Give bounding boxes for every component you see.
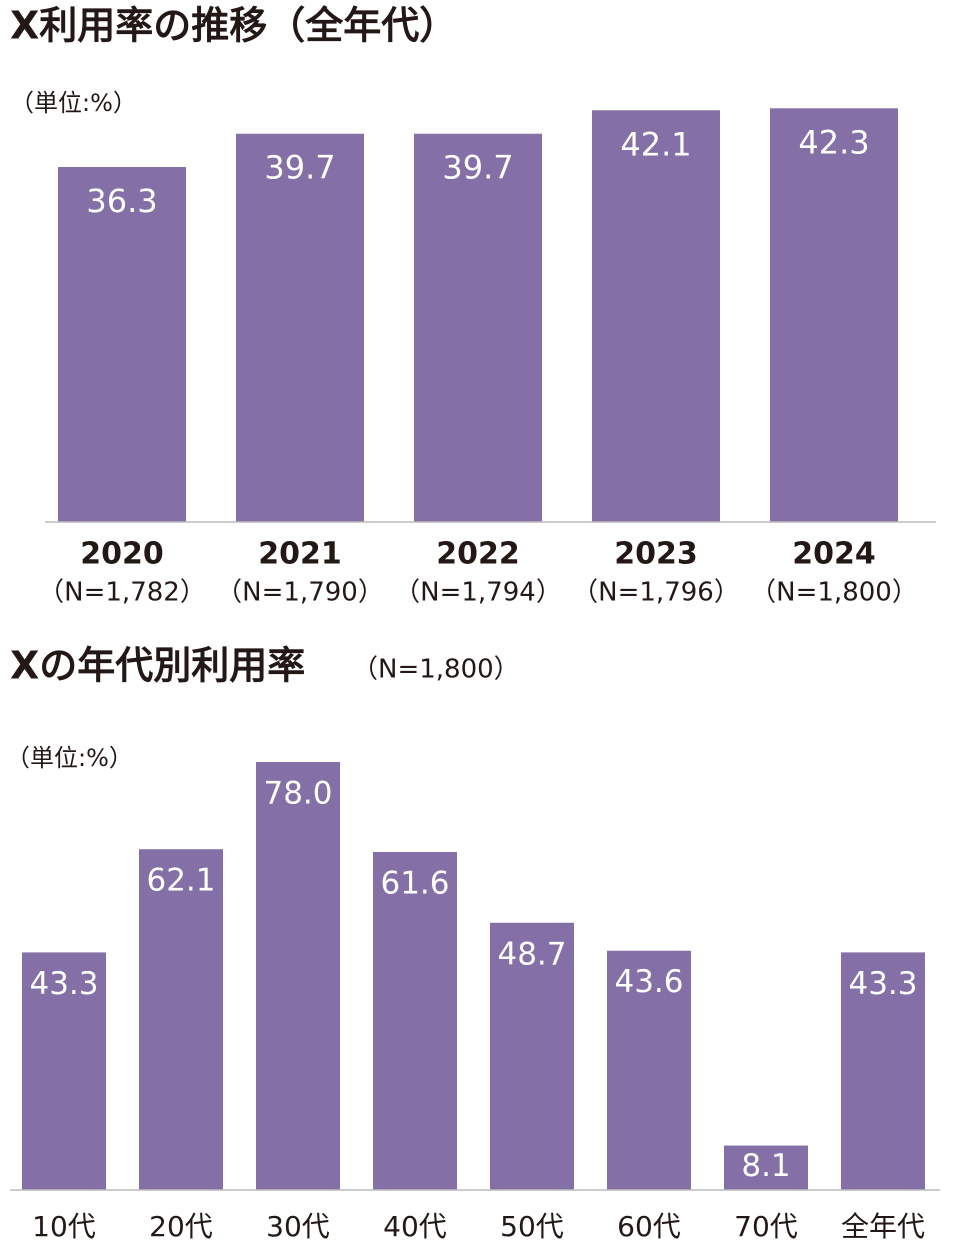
bar: [414, 133, 542, 522]
value-label: 62.1: [146, 863, 215, 899]
value-label: 36.3: [86, 182, 157, 220]
chart-title: Xの年代別利用率: [10, 644, 305, 688]
x-tick-label: 70代: [734, 1210, 798, 1243]
value-label: 42.3: [798, 123, 869, 161]
x-tick-label: 10代: [32, 1210, 96, 1243]
chart-title: X利用率の推移（全年代）: [10, 4, 457, 48]
bar: [139, 849, 223, 1190]
value-label: 42.1: [620, 125, 691, 163]
x-tick-label: 50代: [500, 1210, 564, 1243]
chart-subtitle: （N=1,800）: [352, 655, 520, 685]
unit-label: （単位:%）: [6, 744, 133, 772]
bar: [373, 851, 457, 1190]
bar: [58, 166, 186, 522]
sample-size: （N=1,800）: [750, 578, 918, 608]
x-tick-label: 2023: [614, 537, 698, 572]
sample-size: （N=1,790）: [216, 578, 384, 608]
value-label: 61.6: [380, 865, 449, 901]
sample-size: （N=1,794）: [394, 578, 562, 608]
unit-label: （単位:%）: [10, 89, 137, 117]
value-label: 39.7: [264, 149, 335, 187]
value-label: 43.6: [614, 964, 683, 1000]
x-tick-label: 2020: [80, 537, 164, 572]
value-label: 39.7: [442, 149, 513, 187]
bar: [770, 108, 898, 522]
value-label: 43.3: [29, 966, 98, 1002]
bar: [607, 950, 691, 1190]
x-tick-label: 30代: [266, 1210, 330, 1243]
x-tick-label: 20代: [149, 1210, 213, 1243]
bar: [256, 761, 340, 1190]
x-tick-label: 全年代: [841, 1210, 925, 1243]
value-label: 43.3: [848, 966, 917, 1002]
value-label: 8.1: [741, 1148, 790, 1184]
x-tick-label: 2021: [258, 537, 342, 572]
bar: [592, 110, 720, 523]
value-label: 78.0: [263, 775, 332, 811]
bar: [724, 1145, 808, 1190]
x-tick-label: 2024: [792, 537, 876, 572]
x-tick-label: 2022: [436, 537, 520, 572]
sample-size: （N=1,796）: [572, 578, 740, 608]
bar: [236, 133, 364, 522]
value-label: 48.7: [497, 936, 566, 972]
x-tick-label: 60代: [617, 1210, 681, 1243]
bar: [22, 952, 106, 1190]
x-tick-label: 40代: [383, 1210, 447, 1243]
bar: [490, 922, 574, 1190]
bar: [841, 952, 925, 1190]
sample-size: （N=1,782）: [38, 578, 206, 608]
